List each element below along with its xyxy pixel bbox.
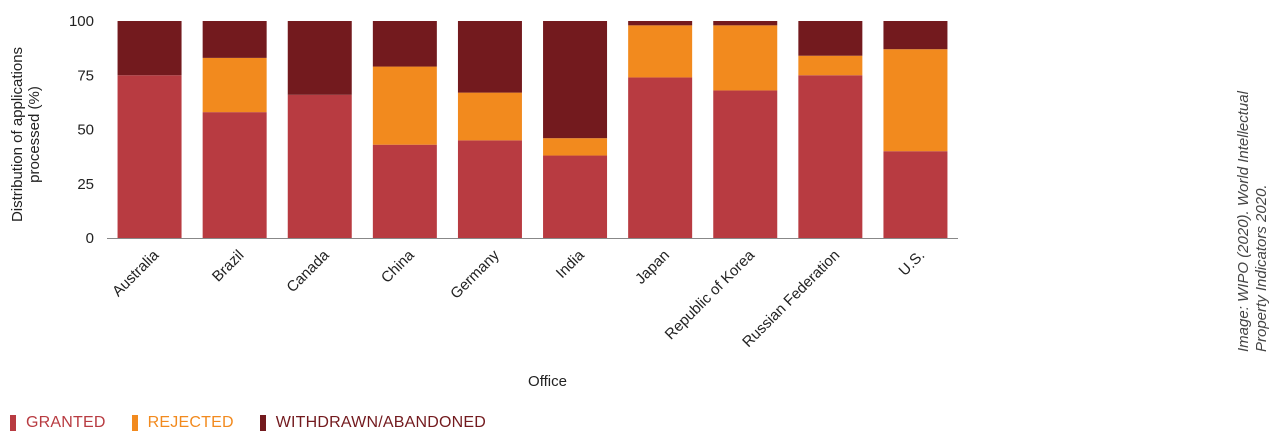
bar-segment-granted <box>373 145 437 238</box>
bar-segment-granted <box>118 75 182 238</box>
image-credit-line: Image: WIPO (2020). World Intellectual <box>1235 90 1252 352</box>
bar-segment-withdrawn-abandoned <box>883 21 947 49</box>
legend-label: REJECTED <box>148 414 234 432</box>
legend-label: GRANTED <box>26 414 106 432</box>
image-credit-text: Image: WIPO (2020). World IntellectualPr… <box>1235 90 1270 352</box>
image-credit: Image: WIPO (2020). World IntellectualPr… <box>1235 90 1270 352</box>
bar-segment-granted <box>628 77 692 238</box>
bar-segment-granted <box>713 90 777 238</box>
y-tick-label: 0 <box>86 230 94 247</box>
x-tick-label: Australia <box>109 246 163 300</box>
bar-segment-withdrawn-abandoned <box>203 21 267 58</box>
x-tick-label: Germany <box>447 246 503 302</box>
x-axis-title: Office <box>528 373 567 390</box>
bar-segment-rejected <box>883 49 947 151</box>
bar-segment-withdrawn-abandoned <box>373 21 437 67</box>
x-tick-label: Canada <box>283 246 333 296</box>
legend-label: WITHDRAWN/ABANDONED <box>276 414 486 432</box>
x-tick-label: Brazil <box>209 247 248 286</box>
y-axis-title-text: Distribution of applicationsprocessed (%… <box>9 47 43 222</box>
image-credit-line: Property Indicators 2020. <box>1253 184 1270 352</box>
x-tick-label: India <box>553 246 588 281</box>
x-tick-label: Russian Federation <box>739 247 843 351</box>
bar-segment-granted <box>883 151 947 238</box>
bar-segment-withdrawn-abandoned <box>798 21 862 56</box>
bar-segment-rejected <box>713 25 777 90</box>
legend-swatch <box>132 415 138 431</box>
bar-segment-withdrawn-abandoned <box>543 21 607 138</box>
bar-segment-granted <box>288 95 352 238</box>
legend: GRANTED REJECTED WITHDRAWN/ABANDONED <box>10 414 512 432</box>
y-axis-title-line: Distribution of applications <box>9 47 26 222</box>
bar-segment-rejected <box>203 58 267 112</box>
bars <box>118 21 948 238</box>
legend-item: WITHDRAWN/ABANDONED <box>260 414 486 432</box>
bar-segment-withdrawn-abandoned <box>288 21 352 95</box>
bar-segment-withdrawn-abandoned <box>713 21 777 25</box>
bar-segment-rejected <box>543 138 607 155</box>
bar-segment-rejected <box>373 67 437 145</box>
y-axis-ticks: 0 25 50 75 100 <box>69 13 94 247</box>
y-tick-label: 50 <box>77 122 94 139</box>
x-tick-label: Republic of Korea <box>662 246 759 343</box>
legend-swatch <box>260 415 266 431</box>
x-axis-ticks: Australia Brazil Canada China Germany India Ja… <box>109 246 928 350</box>
bar-segment-rejected <box>628 25 692 77</box>
y-axis-title-line: processed (%) <box>26 86 43 183</box>
y-axis-title: Distribution of applicationsprocessed (%… <box>9 47 43 222</box>
bar-segment-rejected <box>798 56 862 76</box>
legend-item: REJECTED <box>132 414 234 432</box>
bar-segment-granted <box>458 140 522 238</box>
legend-swatch <box>10 415 16 431</box>
bar-segment-granted <box>203 112 267 238</box>
bar-segment-granted <box>543 156 607 238</box>
y-tick-label: 100 <box>69 13 94 30</box>
x-tick-label: U.S. <box>896 247 929 280</box>
y-tick-label: 75 <box>77 67 94 84</box>
bar-segment-withdrawn-abandoned <box>628 21 692 25</box>
y-tick-label: 25 <box>77 176 94 193</box>
legend-item: GRANTED <box>10 414 106 432</box>
bar-segment-withdrawn-abandoned <box>118 21 182 75</box>
bar-segment-rejected <box>458 93 522 141</box>
x-tick-label: China <box>378 246 418 286</box>
x-tick-label: Japan <box>632 247 673 288</box>
bar-segment-withdrawn-abandoned <box>458 21 522 93</box>
bar-segment-granted <box>798 75 862 238</box>
